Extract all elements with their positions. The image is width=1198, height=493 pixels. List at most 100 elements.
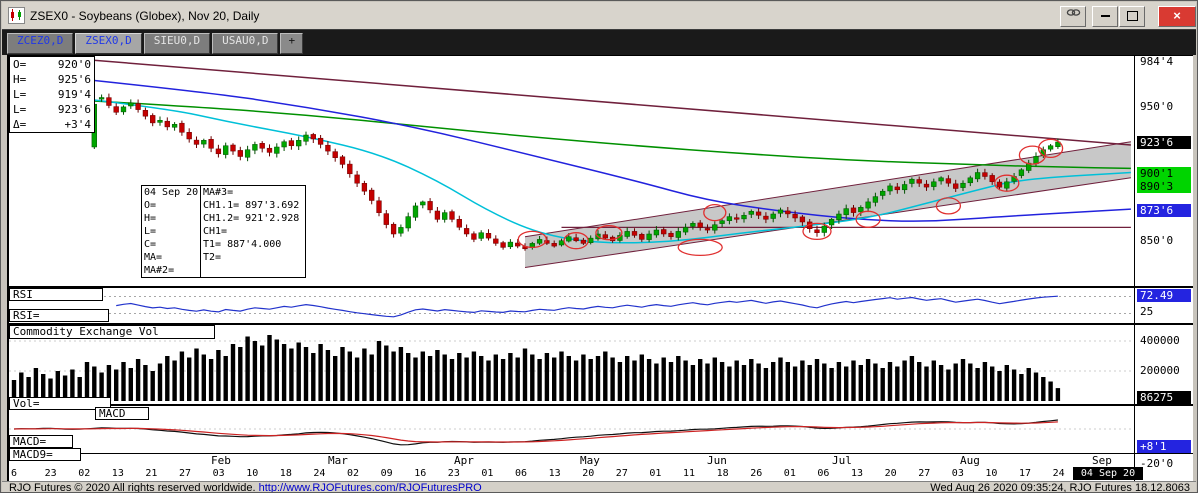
panel-divider <box>7 404 1193 406</box>
minimize-button[interactable] <box>1092 6 1118 27</box>
titlebar[interactable]: ZSEX0 - Soybeans (Globex), Nov 20, Daily… <box>2 2 1196 30</box>
date-label: 13 <box>111 468 124 479</box>
date-label: 16 <box>414 468 427 479</box>
rsi-chart[interactable] <box>9 288 1134 322</box>
date-label: 02 <box>347 468 360 479</box>
rsi-value-box: RSI= <box>9 309 109 322</box>
date-label: 03 <box>212 468 225 479</box>
date-label: 01 <box>649 468 662 479</box>
macd-value-box: MACD= <box>9 435 73 448</box>
tab-zcez0d[interactable]: ZCEZ0,D <box>7 33 74 54</box>
panel-divider <box>7 55 1193 56</box>
panel-divider <box>7 286 1193 288</box>
panel-divider <box>7 453 1193 454</box>
date-label: 6 <box>11 468 18 479</box>
month-label: Sep <box>1092 454 1112 467</box>
maximize-button[interactable] <box>1119 6 1145 27</box>
data-window-cell: C= <box>144 239 157 250</box>
month-label: Mar <box>328 454 348 467</box>
macd9-value-box: MACD9= <box>9 448 81 461</box>
rsi-title-box: RSI <box>9 288 103 301</box>
close-icon: × <box>1173 8 1181 23</box>
panel-divider <box>7 323 1193 325</box>
data-window-cell: CH1= <box>203 226 228 237</box>
date-label: 27 <box>918 468 931 479</box>
date-label: 20 <box>582 468 595 479</box>
date-label: 17 <box>1019 468 1032 479</box>
status-right: Wed Aug 26 2020 09:35:24, RJO Futures 18… <box>930 482 1190 493</box>
dates-row: 6 23 02 13 21 27 03 10 18 24 02 09 16 23 01 06 13 20 27 01 1… <box>1 468 1197 480</box>
data-window-cell: L= <box>144 226 157 237</box>
link-button[interactable] <box>1060 6 1086 27</box>
month-label: May <box>580 454 600 467</box>
date-label: 10 <box>246 468 259 479</box>
window-title: ZSEX0 - Soybeans (Globex), Nov 20, Daily <box>30 9 260 23</box>
data-window-cell: H= <box>144 213 157 224</box>
volume-value-box: Vol= <box>9 397 111 410</box>
data-window-cell: O= <box>144 200 157 211</box>
minimize-icon <box>1100 15 1110 17</box>
data-window-cell: 04 Sep 20 <box>144 187 199 198</box>
copyright-text: RJO Futures © 2020 All rights reserved w… <box>9 482 256 493</box>
data-window-cell: MA= <box>144 252 163 263</box>
date-label: 13 <box>851 468 864 479</box>
data-window-cell <box>201 264 305 277</box>
macd-chart[interactable] <box>9 406 1134 452</box>
date-highlight-badge: 04 Sep 20 <box>1073 467 1143 480</box>
date-label: 13 <box>548 468 561 479</box>
quote-row: Δ= +3'4 <box>13 118 91 131</box>
close-button[interactable]: × <box>1158 6 1196 27</box>
data-window-cell: CH1.1= 897'3.692 <box>203 200 300 211</box>
date-label: 21 <box>145 468 158 479</box>
date-label: 01 <box>481 468 494 479</box>
chart-tabbar: ZCEZ0,D ZSEX0,D SIEU0,D USAU0,D + <box>2 30 1196 55</box>
date-label: 26 <box>750 468 763 479</box>
add-tab-button[interactable]: + <box>280 33 304 54</box>
date-label: 09 <box>380 468 393 479</box>
maximize-icon <box>1126 11 1138 21</box>
quote-row: L= 919'4 <box>13 88 91 101</box>
months-row: Feb Mar Apr May Jun Jul Aug Sep <box>1 454 1197 467</box>
data-window-cell: T2= <box>203 252 222 263</box>
data-window-left-column: 04 Sep 20 O= H= L= C= MA= MA#2= <box>142 186 201 277</box>
date-label: 27 <box>179 468 192 479</box>
data-window-right-column: MA#3= CH1.1= 897'3.692 CH1.2= 921'2.928 CH1… <box>201 186 305 277</box>
data-window-cell: MA#2= <box>144 265 175 276</box>
status-url[interactable]: http://www.RJOFutures.com/RJOFuturesPRO <box>258 482 482 493</box>
month-label: Apr <box>454 454 474 467</box>
date-label: 18 <box>279 468 292 479</box>
data-window-cell: MA#3= <box>203 187 234 198</box>
quote-row: L= 923'6 <box>13 103 91 116</box>
month-label: Feb <box>211 454 231 467</box>
data-window-cell: CH1.2= 921'2.928 <box>203 213 300 224</box>
statusbar: RJO Futures © 2020 All rights reserved w… <box>2 481 1196 493</box>
quote-row: H= 925'6 <box>13 73 91 86</box>
date-label: 11 <box>683 468 696 479</box>
date-label: 01 <box>783 468 796 479</box>
volume-chart[interactable] <box>9 325 1134 403</box>
data-window-box: 04 Sep 20 O= H= L= C= MA= MA#2= MA#3= CH1.1= 89… <box>141 185 306 278</box>
macd-title-box: MACD <box>95 407 149 420</box>
date-label: 27 <box>615 468 628 479</box>
date-label: 02 <box>78 468 91 479</box>
chart-left-border <box>7 56 9 481</box>
date-label: 20 <box>884 468 897 479</box>
date-label: 10 <box>985 468 998 479</box>
month-label: Jul <box>832 454 852 467</box>
tab-zsex0d[interactable]: ZSEX0,D <box>75 33 142 54</box>
date-label: 06 <box>817 468 830 479</box>
price-chart[interactable] <box>9 56 1134 285</box>
date-label: 18 <box>716 468 729 479</box>
price-axis-line <box>1134 56 1135 481</box>
data-window-cell: T1= 887'4.000 <box>203 239 282 250</box>
date-label: 23 <box>447 468 460 479</box>
month-label: Aug <box>960 454 980 467</box>
app-icon <box>8 7 25 24</box>
status-left: RJO Futures © 2020 All rights reserved w… <box>9 482 482 493</box>
tab-sieu0d[interactable]: SIEU0,D <box>143 33 211 54</box>
tab-usau0d[interactable]: USAU0,D <box>212 33 279 54</box>
chain-icon <box>1066 9 1080 16</box>
date-label: 24 <box>1052 468 1065 479</box>
date-label: 23 <box>44 468 57 479</box>
